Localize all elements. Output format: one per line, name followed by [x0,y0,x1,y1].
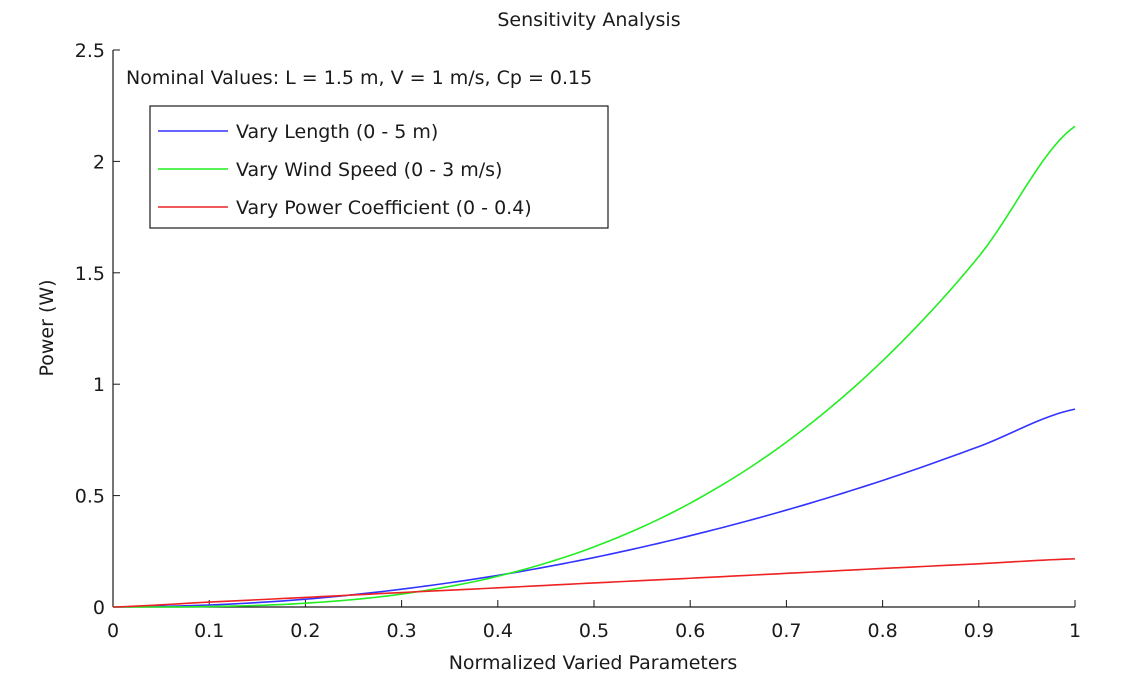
series-layer [112,125,1076,608]
y-axis-title: Power (W) [36,279,58,376]
x-tick-label: 0.2 [290,620,320,642]
y-tick-label: 2 [93,151,105,173]
x-tick-label: 0.4 [483,620,513,642]
y-tick-label: 0 [93,597,105,619]
legend-label: Vary Wind Speed (0 - 3 m/s) [236,159,502,181]
y-tick-label: 0.5 [75,486,105,508]
series-line [112,558,1076,608]
x-tick-label: 0.7 [771,620,801,642]
x-tick-label: 0 [107,620,119,642]
nominal-values-annotation: Nominal Values: L = 1.5 m, V = 1 m/s, Cp… [126,67,592,89]
y-tick-label: 2.5 [75,40,105,62]
x-tick-label: 0.6 [675,620,705,642]
legend-label: Vary Power Coefficient (0 - 0.4) [236,197,532,219]
x-tick-label: 0.8 [867,620,897,642]
legend: Vary Length (0 - 5 m) Vary Wind Speed (0 … [149,105,609,229]
series-line [112,408,1076,608]
x-tick-label: 0.9 [964,620,994,642]
axes-layer: 0 0.1 0.2 0.3 0.4 0.5 0.6 0.7 0.8 0.9 1 0 0.5 1 1.5 2 2.… [75,40,1081,642]
chart-title: Sensitivity Analysis [497,9,680,31]
x-tick-label: 0.1 [194,620,224,642]
x-tick-label: 0.3 [386,620,416,642]
x-tick-label: 0.5 [579,620,609,642]
y-tick-label: 1 [93,374,105,396]
x-axis-title: Normalized Varied Parameters [449,652,738,674]
x-tick-label: 1 [1069,620,1081,642]
legend-label: Vary Length (0 - 5 m) [236,121,438,143]
series-line [112,125,1076,608]
y-tick-label: 1.5 [75,263,105,285]
